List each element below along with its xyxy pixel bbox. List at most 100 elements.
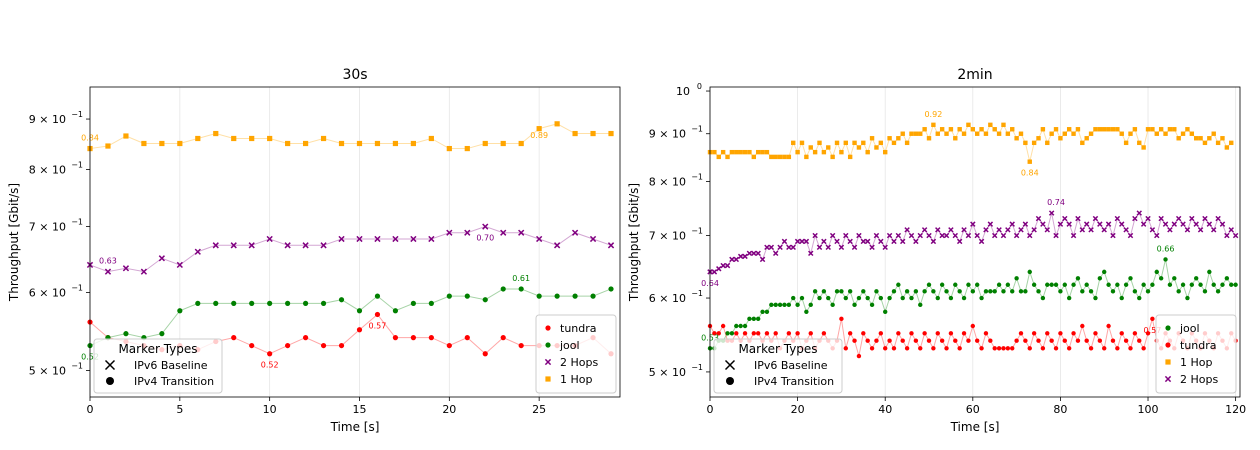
y-tick-mantissa: 5 × 10 <box>29 365 66 378</box>
chart-1: 0.84 0.890.630.700.610.520.520.570 5 10 15 20… <box>7 67 621 434</box>
data-point <box>1093 331 1098 336</box>
data-point <box>1141 145 1146 150</box>
data-point <box>1110 289 1116 294</box>
data-point <box>983 227 989 233</box>
data-point <box>957 346 962 351</box>
data-point <box>1154 131 1159 136</box>
data-point <box>249 342 255 349</box>
data-point <box>1189 282 1195 287</box>
data-point <box>1075 215 1081 222</box>
y-tick-label: 7 × 10 −1 <box>649 227 703 243</box>
data-point <box>176 261 183 269</box>
data-point <box>931 289 936 294</box>
data-point <box>944 131 949 136</box>
data-point <box>803 238 810 245</box>
data-point <box>974 282 980 287</box>
data-point <box>983 289 989 294</box>
data-point <box>751 316 757 322</box>
data-point <box>1062 215 1068 222</box>
legend-entry-1-hop: 1 Hop <box>560 373 592 386</box>
y-tick-exponent: −1 <box>71 284 83 293</box>
data-point <box>1062 338 1067 343</box>
data-point <box>338 140 345 147</box>
data-point <box>1058 331 1063 336</box>
data-point <box>374 311 381 318</box>
data-point <box>1035 215 1042 222</box>
data-point <box>1136 210 1142 216</box>
data-point <box>737 253 744 260</box>
data-point <box>1040 295 1046 301</box>
x-tick-label: 15 <box>352 403 366 416</box>
data-point <box>1010 346 1015 351</box>
annotation: 0.74 <box>1047 198 1065 207</box>
series-1-hop <box>87 121 614 152</box>
data-point <box>838 244 845 251</box>
data-point <box>1005 346 1011 351</box>
data-point <box>965 232 972 239</box>
data-point <box>900 295 905 301</box>
data-point <box>812 289 818 294</box>
data-point <box>1066 221 1072 227</box>
data-point <box>104 268 112 275</box>
data-point <box>777 154 783 160</box>
data-point <box>812 232 818 239</box>
data-point <box>992 289 997 294</box>
data-point <box>970 289 976 294</box>
data-point <box>808 302 813 308</box>
data-point <box>1045 282 1050 287</box>
x-tick-label: 5 <box>176 403 183 416</box>
data-point <box>1145 127 1151 132</box>
data-point <box>1137 140 1142 146</box>
annotation: 0.61 <box>512 274 530 283</box>
data-point <box>572 130 578 137</box>
legend-marker <box>545 342 551 348</box>
data-point <box>1071 331 1076 336</box>
data-point <box>821 331 827 336</box>
data-point <box>720 323 726 329</box>
data-point <box>843 346 848 351</box>
y-tick-label: 6 × 10 −1 <box>29 284 83 300</box>
data-point <box>799 140 805 146</box>
data-point <box>895 232 902 239</box>
data-point <box>751 250 757 257</box>
y-tick-mantissa: 8 × 10 <box>29 163 66 176</box>
data-point <box>738 149 743 155</box>
data-point <box>829 232 836 239</box>
data-point <box>1228 227 1234 233</box>
data-point <box>302 334 309 341</box>
data-point <box>428 135 434 142</box>
y-tick-exponent: −1 <box>71 218 83 227</box>
data-point <box>320 135 327 142</box>
data-point <box>518 286 524 292</box>
data-point <box>1045 140 1050 146</box>
marker-legend: Marker Types IPv6 Baseline IPv4 Transition <box>93 338 223 394</box>
data-point <box>979 346 984 351</box>
data-point <box>826 145 831 150</box>
data-point <box>1137 295 1142 301</box>
data-point <box>1154 232 1160 239</box>
data-point <box>733 256 740 263</box>
data-point <box>392 308 399 314</box>
y-tick-label: 8 × 10 −1 <box>649 172 703 188</box>
data-point <box>790 244 796 251</box>
data-point <box>267 351 273 357</box>
legend-entry-jool: jool <box>1179 322 1200 335</box>
x-tick-label: 120 <box>1225 403 1246 416</box>
data-point <box>159 331 165 337</box>
legend-frame <box>93 338 223 394</box>
data-point <box>935 331 940 336</box>
data-point <box>873 232 880 239</box>
data-point <box>769 154 774 160</box>
data-point <box>856 145 862 150</box>
data-point <box>712 331 717 336</box>
data-point <box>1092 215 1099 222</box>
data-point <box>830 154 835 160</box>
data-point <box>464 334 470 341</box>
y-tick-label: 9 × 10 −1 <box>649 125 703 141</box>
annotation: 0.52 <box>261 361 279 370</box>
data-point <box>979 295 984 301</box>
data-point <box>1049 282 1054 287</box>
data-point <box>1027 159 1032 164</box>
data-point <box>887 295 892 301</box>
